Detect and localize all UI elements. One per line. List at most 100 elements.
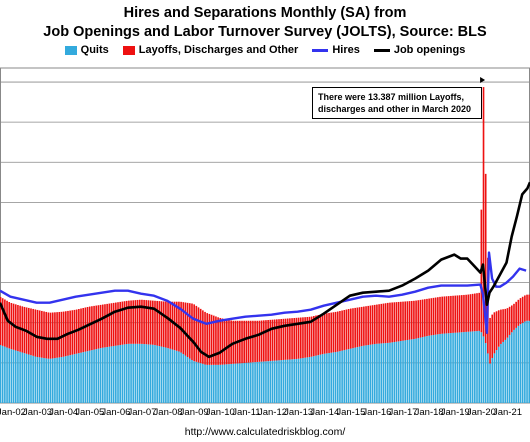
- bar-layoffs: [413, 300, 415, 339]
- bar-layoffs: [273, 319, 276, 361]
- bar-quits: [91, 350, 93, 403]
- bar-layoffs: [106, 303, 108, 348]
- bar-quits: [180, 352, 182, 403]
- bar-quits: [489, 363, 491, 403]
- bar-quits: [384, 343, 387, 403]
- bar-quits: [524, 321, 526, 403]
- chart-legend: Quits Layoffs, Discharges and Other Hire…: [0, 44, 530, 56]
- bar-layoffs: [397, 301, 400, 342]
- bar-quits: [502, 341, 504, 403]
- bar-quits: [1, 345, 4, 403]
- bar-layoffs: [206, 313, 209, 365]
- bar-quits: [134, 343, 137, 403]
- bar-quits: [484, 343, 487, 403]
- bar-quits: [125, 344, 128, 403]
- bar-quits: [402, 340, 404, 403]
- bar-layoffs: [458, 295, 461, 333]
- bar-layoffs: [386, 302, 389, 343]
- bar-layoffs: [297, 317, 300, 359]
- bar-quits: [71, 354, 74, 403]
- bar-quits: [297, 358, 300, 403]
- bar-layoffs: [491, 314, 494, 358]
- bar-layoffs: [138, 299, 141, 344]
- bar-quits: [267, 361, 269, 403]
- bar-layoffs: [417, 300, 420, 339]
- bar-layoffs: [41, 310, 43, 358]
- bar-quits: [258, 361, 261, 403]
- bar-quits: [252, 362, 254, 403]
- bar-quits: [336, 351, 339, 403]
- bar-layoffs: [184, 302, 187, 356]
- bar-layoffs: [8, 301, 11, 349]
- chart-plot-area: Jan-02Jan-03Jan-04Jan-05Jan-06Jan-07Jan-…: [0, 67, 530, 418]
- bar-quits: [434, 334, 437, 403]
- bar-layoffs: [428, 298, 430, 336]
- bar-quits: [334, 352, 337, 403]
- bar-layoffs: [49, 312, 52, 359]
- bar-quits: [378, 343, 380, 403]
- bar-layoffs: [360, 306, 363, 347]
- bar-layoffs: [149, 300, 152, 345]
- legend-item-layoffs: Layoffs, Discharges and Other: [122, 44, 298, 56]
- bar-quits: [504, 339, 507, 403]
- bar-quits: [173, 350, 176, 403]
- bar-quits: [404, 340, 407, 403]
- x-tick-label: Jan-10: [206, 407, 235, 418]
- bar-quits: [221, 364, 224, 403]
- bar-layoffs: [80, 308, 82, 353]
- bar-quits: [138, 343, 141, 403]
- bar-quits: [178, 351, 180, 403]
- bar-layoffs: [389, 302, 391, 343]
- bar-quits: [171, 349, 174, 403]
- bar-quits: [487, 353, 489, 403]
- bar-quits: [21, 352, 24, 403]
- bar-layoffs: [219, 317, 222, 365]
- bar-quits: [78, 353, 80, 403]
- bar-layoffs: [378, 304, 380, 344]
- bar-layoffs: [380, 303, 383, 344]
- bar-quits: [243, 362, 246, 403]
- bar-layoffs: [358, 307, 361, 347]
- bar-quits: [328, 353, 330, 403]
- bar-layoffs: [513, 303, 515, 330]
- bar-layoffs: [497, 310, 500, 347]
- bar-quits: [49, 358, 52, 403]
- bar-quits: [241, 363, 243, 403]
- chart-title-line-2: Job Openings and Labor Turnover Survey (…: [43, 24, 487, 40]
- bar-layoffs: [299, 317, 302, 359]
- bar-layoffs: [212, 315, 215, 365]
- bar-layoffs: [471, 293, 474, 332]
- bar-layoffs: [306, 317, 309, 358]
- bar-layoffs: [0, 296, 2, 346]
- bar-quits: [517, 325, 520, 403]
- bar-layoffs: [95, 305, 98, 350]
- bar-quits: [208, 364, 211, 403]
- bar-quits: [104, 347, 106, 403]
- bar-quits: [160, 346, 163, 403]
- bar-layoffs: [295, 317, 298, 359]
- bar-quits: [526, 320, 528, 403]
- bar-layoffs: [258, 320, 261, 362]
- bar-quits: [247, 362, 250, 403]
- bar-quits: [463, 332, 465, 403]
- bar-quits: [304, 357, 306, 403]
- bar-quits: [306, 357, 309, 403]
- bar-quits: [323, 353, 326, 403]
- bar-quits: [219, 364, 222, 403]
- bar-quits: [321, 354, 324, 403]
- bar-quits: [143, 344, 145, 403]
- bar-quits: [515, 327, 517, 403]
- bar-layoffs: [284, 318, 287, 360]
- bar-quits: [291, 359, 293, 403]
- bar-layoffs: [460, 295, 463, 333]
- bar-layoffs: [202, 310, 204, 364]
- bar-quits: [465, 331, 467, 403]
- bar-layoffs: [345, 309, 348, 350]
- bar-quits: [426, 336, 428, 403]
- bar-layoffs: [467, 294, 470, 332]
- bar-layoffs: [484, 173, 487, 344]
- bar-layoffs: [395, 302, 398, 342]
- bar-quits: [343, 350, 346, 403]
- bar-quits: [169, 348, 172, 403]
- bar-layoffs: [524, 295, 526, 322]
